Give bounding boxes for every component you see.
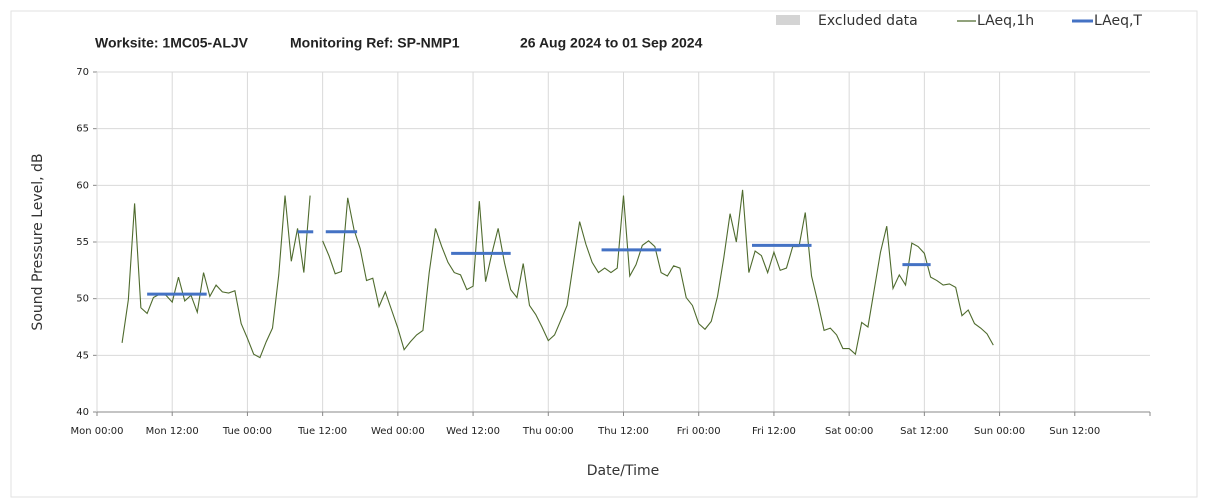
x-tick-label: Mon 12:00	[146, 426, 199, 437]
x-tick-label: Wed 00:00	[371, 426, 425, 437]
y-tick-label: 40	[76, 407, 89, 418]
x-tick-label: Fri 00:00	[677, 426, 721, 437]
x-tick-label: Fri 12:00	[752, 426, 796, 437]
x-tick-label: Thu 12:00	[597, 426, 649, 437]
frame	[10, 10, 1198, 498]
x-tick-label: Sun 12:00	[1049, 426, 1100, 437]
x-tick-label: Tue 00:00	[222, 426, 272, 437]
y-tick-label: 70	[76, 67, 89, 78]
x-axis-label: Date/Time	[587, 463, 659, 479]
y-tick-label: 60	[76, 180, 89, 191]
y-tick-label: 55	[76, 237, 89, 248]
x-tick-label: Mon 00:00	[70, 426, 123, 437]
legend-label: Excluded data	[818, 13, 918, 29]
y-tick-label: 65	[76, 124, 89, 135]
y-tick-label: 45	[76, 350, 89, 361]
title-worksite: Worksite: 1MC05-ALJV	[95, 35, 249, 51]
series-line	[121, 189, 994, 359]
x-tick-label: Sat 00:00	[825, 426, 873, 437]
legend-swatch	[776, 15, 800, 25]
y-tick-label: 50	[76, 294, 89, 305]
x-tick-label: Thu 00:00	[522, 426, 574, 437]
title-dates: 26 Aug 2024 to 01 Sep 2024	[520, 35, 703, 51]
x-tick-label: Tue 12:00	[297, 426, 347, 437]
legend-label: LAeq,1h	[977, 13, 1034, 29]
x-tick-label: Sun 00:00	[974, 426, 1025, 437]
x-tick-label: Wed 12:00	[446, 426, 500, 437]
y-axis-label: Sound Pressure Level, dB	[30, 153, 46, 330]
x-tick-label: Sat 12:00	[900, 426, 948, 437]
title-monitoring: Monitoring Ref: SP-NMP1	[290, 35, 460, 51]
legend-label: LAeq,T	[1094, 13, 1142, 29]
